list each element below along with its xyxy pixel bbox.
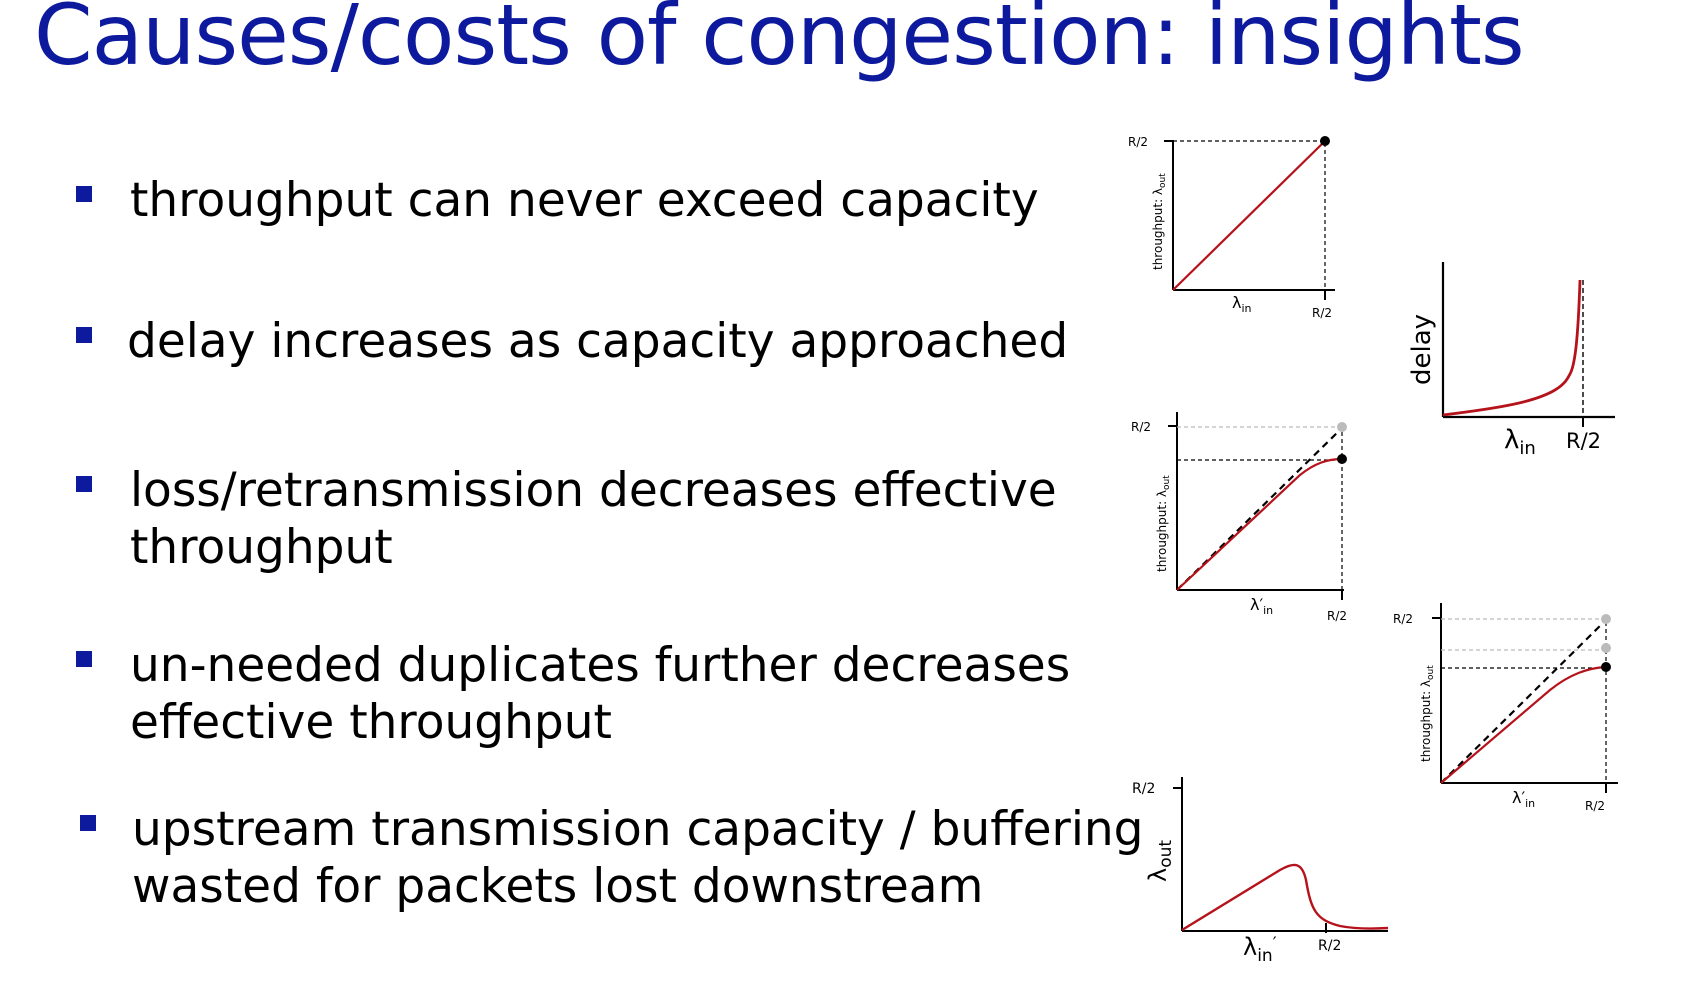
y-tick-label: R/2 xyxy=(1128,135,1148,149)
throughput-curve xyxy=(1172,141,1325,291)
bullet-text-continued: throughput xyxy=(130,520,393,575)
ideal-capacity-point xyxy=(1337,422,1347,432)
bullet-text-continued: effective throughput xyxy=(130,695,612,750)
y-tick-label: R/2 xyxy=(1132,781,1155,797)
retransmission-throughput-graph: R/2 R/2 throughput: λout λ′in xyxy=(1131,412,1347,623)
bullet-marker xyxy=(76,476,92,492)
x-tick-label: R/2 xyxy=(1312,306,1332,320)
y-axis-label: delay xyxy=(1407,314,1437,385)
bullet-marker xyxy=(80,815,96,831)
x-tick-label: R/2 xyxy=(1585,799,1605,813)
ideal-capacity-point xyxy=(1601,614,1611,624)
ideal-throughput-line xyxy=(1440,619,1607,784)
y-tick-label: R/2 xyxy=(1393,612,1413,626)
effective-capacity-point xyxy=(1337,454,1347,464)
retransmission-point xyxy=(1601,643,1611,653)
bullet-text: delay increases as capacity approached xyxy=(127,314,1069,369)
throughput-graph: R/2 R/2 throughput: λout λin xyxy=(1128,135,1335,320)
delay-graph: delay λin R/2 xyxy=(1407,262,1615,459)
bullet-text-continued: wasted for packets lost downstream xyxy=(132,859,984,914)
duplicates-throughput-graph: R/2 R/2 throughput: λout λ′in xyxy=(1393,603,1618,813)
x-axis-label: λin xyxy=(1504,425,1536,459)
x-axis-label: λ′in xyxy=(1512,788,1535,810)
bullet-marker xyxy=(76,186,92,202)
x-tick-label: R/2 xyxy=(1566,429,1601,453)
y-axis-label: throughput: λout xyxy=(1419,665,1436,762)
y-tick-label: R/2 xyxy=(1131,420,1151,434)
y-axis-label: λout xyxy=(1144,840,1176,882)
x-axis-label: λin xyxy=(1232,293,1252,315)
throughput-curve xyxy=(1440,665,1607,784)
x-axis-label: λin′ xyxy=(1243,933,1277,966)
bullet-text: throughput can never exceed capacity xyxy=(130,173,1039,228)
bullet-list: throughput can never exceed capacity del… xyxy=(76,173,1144,914)
x-axis-label: λ′in xyxy=(1250,595,1273,617)
x-tick-label: R/2 xyxy=(1318,938,1341,954)
output-rate-curve xyxy=(1181,863,1389,932)
bullet-marker xyxy=(76,327,92,343)
congestion-collapse-graph: R/2 R/2 λout λin′ xyxy=(1132,777,1389,966)
bullet-marker xyxy=(76,651,92,667)
y-axis-label: throughput: λout xyxy=(1151,173,1168,270)
y-axis-label: throughput: λout xyxy=(1155,475,1172,572)
bullet-text: upstream transmission capacity / bufferi… xyxy=(132,802,1144,857)
x-tick-label: R/2 xyxy=(1327,609,1347,623)
delay-curve xyxy=(1442,279,1582,417)
bullet-text: loss/retransmission decreases effective xyxy=(130,463,1057,518)
slide-title: Causes/costs of congestion: insights xyxy=(34,0,1525,84)
capacity-point xyxy=(1320,136,1330,146)
bullet-text: un-needed duplicates further decreases xyxy=(130,638,1071,693)
throughput-curve xyxy=(1176,457,1343,591)
effective-capacity-point xyxy=(1601,662,1611,672)
